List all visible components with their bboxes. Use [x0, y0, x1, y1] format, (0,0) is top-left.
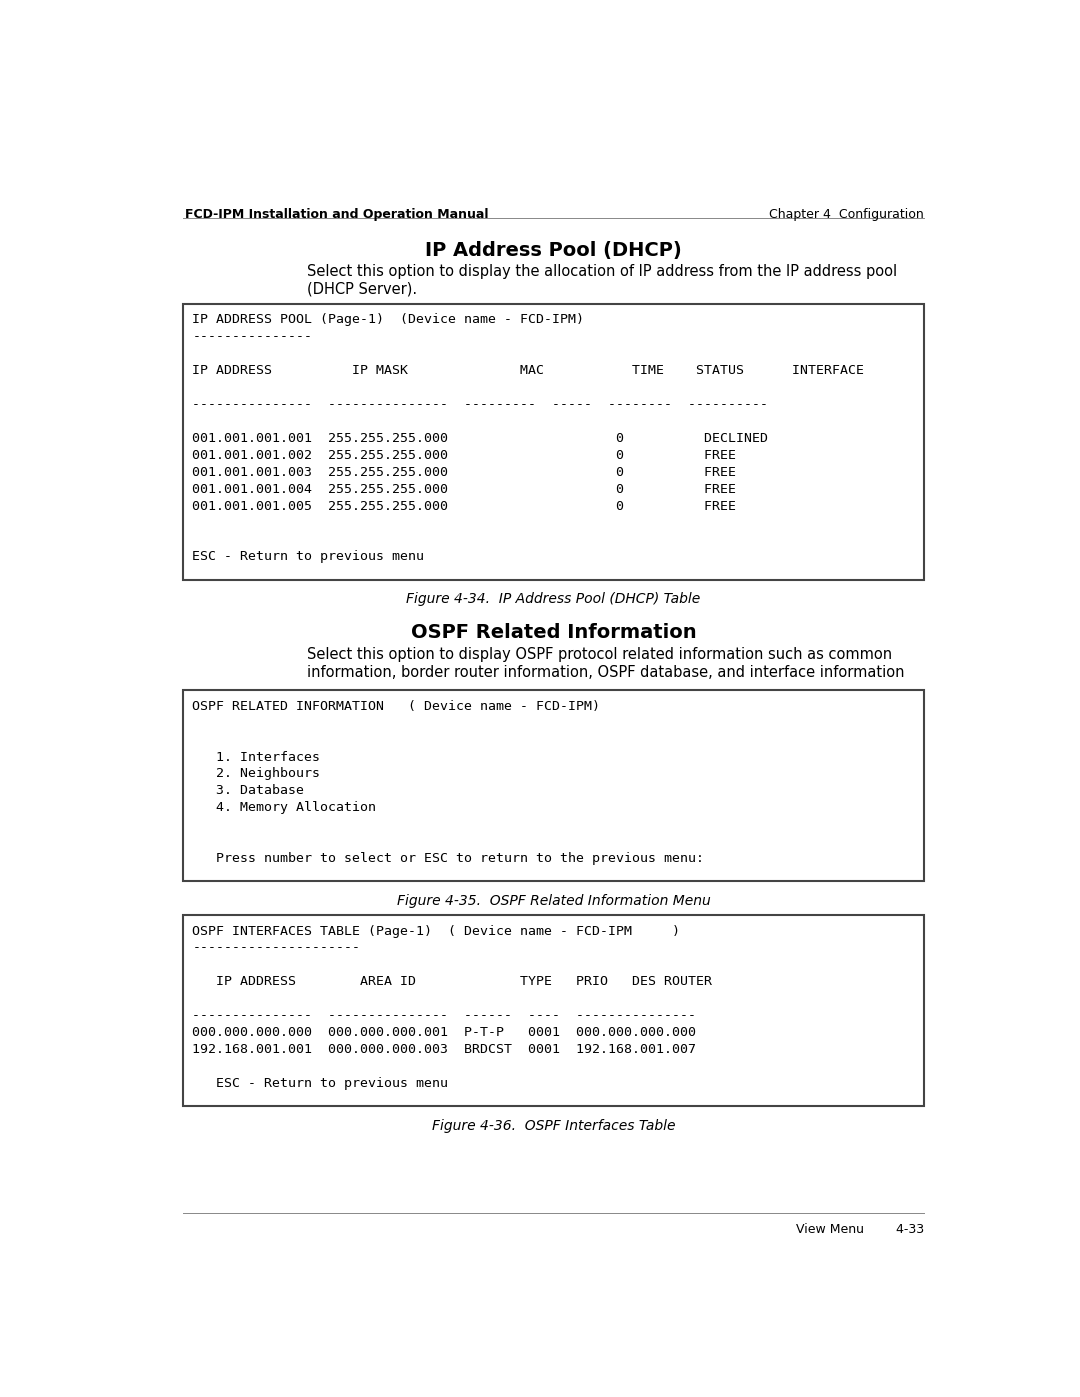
Text: OSPF INTERFACES TABLE (Page-1)  ( Device name - FCD-IPM     ): OSPF INTERFACES TABLE (Page-1) ( Device …: [192, 925, 680, 937]
Text: IP ADDRESS          IP MASK              MAC           TIME    STATUS      INTER: IP ADDRESS IP MASK MAC TIME STATUS INTER: [192, 365, 864, 377]
Bar: [183, 915, 924, 1106]
Bar: [183, 690, 924, 882]
Text: Figure 4-36.  OSPF Interfaces Table: Figure 4-36. OSPF Interfaces Table: [432, 1119, 675, 1133]
Text: ---------------------: ---------------------: [192, 942, 361, 954]
Text: OSPF RELATED INFORMATION   ( Device name - FCD-IPM): OSPF RELATED INFORMATION ( Device name -…: [192, 700, 600, 712]
Text: IP ADDRESS POOL (Page-1)  (Device name - FCD-IPM): IP ADDRESS POOL (Page-1) (Device name - …: [192, 313, 584, 326]
Text: OSPF Related Information: OSPF Related Information: [410, 623, 697, 641]
Text: ESC - Return to previous menu: ESC - Return to previous menu: [192, 550, 424, 563]
Text: ---------------  ---------------  ---------  -----  --------  ----------: --------------- --------------- --------…: [192, 398, 768, 411]
Text: ---------------: ---------------: [192, 330, 312, 344]
Text: information, border router information, OSPF database, and interface information: information, border router information, …: [307, 665, 905, 680]
Text: Press number to select or ESC to return to the previous menu:: Press number to select or ESC to return …: [192, 852, 704, 865]
Text: 2. Neighbours: 2. Neighbours: [192, 767, 321, 781]
Text: 4. Memory Allocation: 4. Memory Allocation: [192, 802, 376, 814]
Text: Select this option to display OSPF protocol related information such as common: Select this option to display OSPF proto…: [307, 647, 892, 662]
Text: 001.001.001.001  255.255.255.000                     0          DECLINED: 001.001.001.001 255.255.255.000 0 DECLIN…: [192, 432, 768, 444]
Text: 3. Database: 3. Database: [192, 784, 305, 798]
Text: Figure 4-35.  OSPF Related Information Menu: Figure 4-35. OSPF Related Information Me…: [396, 894, 711, 908]
Text: IP Address Pool (DHCP): IP Address Pool (DHCP): [426, 240, 681, 260]
Text: Chapter 4  Configuration: Chapter 4 Configuration: [769, 208, 924, 221]
Text: IP ADDRESS        AREA ID             TYPE   PRIO   DES ROUTER: IP ADDRESS AREA ID TYPE PRIO DES ROUTER: [192, 975, 713, 988]
Text: 001.001.001.003  255.255.255.000                     0          FREE: 001.001.001.003 255.255.255.000 0 FREE: [192, 465, 737, 479]
Text: 001.001.001.004  255.255.255.000                     0          FREE: 001.001.001.004 255.255.255.000 0 FREE: [192, 482, 737, 496]
Text: ---------------  ---------------  ------  ----  ---------------: --------------- --------------- ------ -…: [192, 1009, 697, 1023]
Text: 000.000.000.000  000.000.000.001  P-T-P   0001  000.000.000.000: 000.000.000.000 000.000.000.001 P-T-P 00…: [192, 1027, 697, 1039]
Text: 001.001.001.002  255.255.255.000                     0          FREE: 001.001.001.002 255.255.255.000 0 FREE: [192, 448, 737, 461]
Text: 001.001.001.005  255.255.255.000                     0          FREE: 001.001.001.005 255.255.255.000 0 FREE: [192, 500, 737, 513]
Text: View Menu        4-33: View Menu 4-33: [796, 1222, 924, 1235]
Text: Select this option to display the allocation of IP address from the IP address p: Select this option to display the alloca…: [307, 264, 897, 279]
Bar: [183, 305, 924, 580]
Text: (DHCP Server).: (DHCP Server).: [307, 282, 417, 296]
Text: 192.168.001.001  000.000.000.003  BRDCST  0001  192.168.001.007: 192.168.001.001 000.000.000.003 BRDCST 0…: [192, 1044, 697, 1056]
Text: Figure 4-34.  IP Address Pool (DHCP) Table: Figure 4-34. IP Address Pool (DHCP) Tabl…: [406, 592, 701, 606]
Text: 1. Interfaces: 1. Interfaces: [192, 750, 321, 764]
Text: ESC - Return to previous menu: ESC - Return to previous menu: [192, 1077, 448, 1090]
Text: FCD-IPM Installation and Operation Manual: FCD-IPM Installation and Operation Manua…: [186, 208, 489, 221]
